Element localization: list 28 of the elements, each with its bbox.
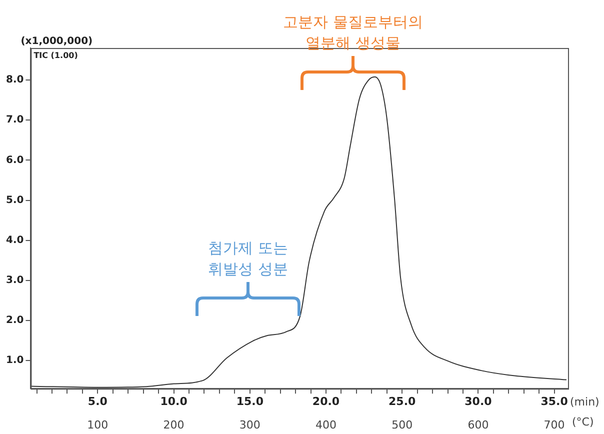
x-axis-title: (min) xyxy=(570,395,600,408)
y-tick-label: 4.0 xyxy=(6,234,24,246)
y-tick-label: 5.0 xyxy=(6,194,24,206)
x2-tick-label: 100 xyxy=(87,418,108,432)
x-tick-label: 15.0 xyxy=(236,395,264,408)
y-tick-label: 6.0 xyxy=(6,154,24,166)
x-tick-label: 10.0 xyxy=(160,395,188,408)
annotation: 고분자 물질로부터의 열분해 생성물 xyxy=(283,13,423,52)
y-axis-title: (x1,000,000) xyxy=(20,36,93,47)
y-tick-label: 1.0 xyxy=(6,355,24,366)
x2-tick-label: 600 xyxy=(468,418,489,432)
y-tick-label: 2.0 xyxy=(6,315,24,326)
x-tick-label: 30.0 xyxy=(464,395,492,408)
x2-tick-label: 700 xyxy=(544,418,565,432)
annotation: 첨가제 또는 휘발성 성분 xyxy=(208,239,288,278)
y-tick-label: 8.0 xyxy=(6,74,24,86)
x-tick-label: 20.0 xyxy=(312,395,340,408)
x2-tick-label: 300 xyxy=(239,418,260,432)
x-tick-label: 25.0 xyxy=(388,395,416,408)
x-tick-label: 35.0 xyxy=(540,395,568,408)
x2-axis-title: (°C) xyxy=(572,416,594,429)
y-tick-label: 3.0 xyxy=(6,275,24,286)
annotation: TIC (1.00) xyxy=(34,51,78,60)
x2-tick-label: 500 xyxy=(392,418,413,432)
x2-tick-label: 400 xyxy=(315,418,336,432)
y-tick-label: 7.0 xyxy=(6,114,24,126)
x-tick-label: 5.0 xyxy=(88,395,108,408)
x2-tick-label: 200 xyxy=(163,418,184,432)
